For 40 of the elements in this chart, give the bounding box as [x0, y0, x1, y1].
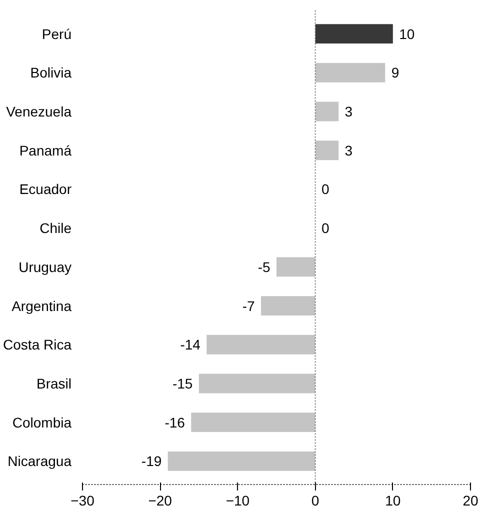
- data-label: -14: [180, 336, 201, 353]
- y-tick-label: Argentina: [12, 298, 72, 314]
- bar: [206, 334, 316, 354]
- x-tick-label: −10: [226, 492, 250, 508]
- y-tick-label: Perú: [42, 26, 72, 42]
- x-tick-label: −20: [148, 492, 172, 508]
- data-label: 10: [399, 26, 415, 42]
- bar: [260, 296, 316, 316]
- data-label: -7: [242, 298, 255, 314]
- y-tick-label: Costa Rica: [3, 336, 72, 353]
- data-label: -19: [141, 453, 162, 470]
- y-tick-label: Uruguay: [18, 258, 72, 275]
- bar: [168, 451, 316, 471]
- y-tick-label: Venezuela: [6, 104, 72, 120]
- y-tick-label: Bolivia: [30, 64, 72, 81]
- data-label: -5: [258, 258, 271, 275]
- y-tick-label: Brasil: [36, 375, 72, 392]
- y-tick-label: Nicaragua: [8, 453, 72, 470]
- y-tick-label: Panamá: [19, 142, 72, 158]
- x-tick-label: 20: [462, 492, 478, 508]
- x-tick-label: 10: [385, 492, 401, 508]
- bar: [315, 62, 386, 82]
- y-tick-label: Ecuador: [19, 181, 72, 198]
- data-label: -15: [172, 375, 193, 392]
- y-tick-label: Chile: [40, 220, 72, 236]
- bar: [198, 374, 316, 394]
- data-label: 3: [344, 104, 353, 120]
- x-tick-label: 0: [311, 492, 320, 508]
- bar: [315, 140, 339, 160]
- data-label: 3: [344, 142, 353, 158]
- data-label: -16: [164, 414, 186, 430]
- bar: [315, 24, 393, 44]
- y-tick-label: Colombia: [12, 414, 72, 430]
- data-label: 9: [391, 64, 400, 81]
- bar: [191, 412, 316, 432]
- bar: [276, 257, 316, 277]
- bar: [315, 102, 339, 122]
- x-tick-label: −30: [70, 492, 95, 508]
- data-label: 0: [322, 220, 330, 236]
- data-label: 0: [322, 181, 330, 198]
